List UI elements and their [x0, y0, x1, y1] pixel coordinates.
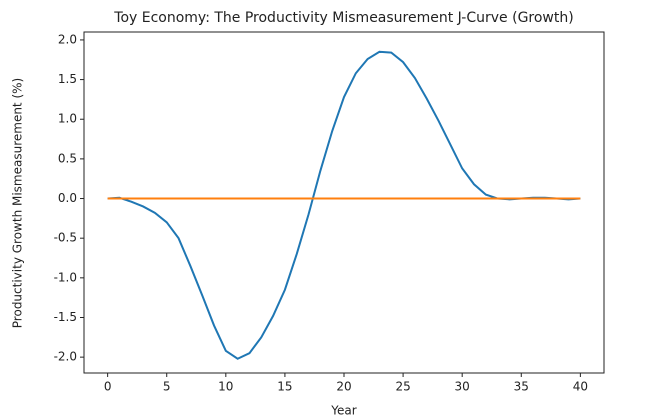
x-tick-label: 25	[395, 380, 410, 394]
y-axis-label: Productivity Growth Mismeasurement (%)	[11, 78, 25, 328]
y-tick-label: 1.5	[58, 72, 77, 86]
y-tick-label: 0.0	[58, 191, 77, 205]
x-tick-label: 15	[277, 380, 292, 394]
y-tick-label: -1.0	[54, 270, 77, 284]
x-axis-label: Year	[330, 404, 356, 418]
x-tick-label: 30	[455, 380, 470, 394]
y-tick-label: 1.0	[58, 112, 77, 126]
y-tick-label: -2.0	[54, 350, 77, 364]
y-tick-label: 0.5	[58, 151, 77, 165]
y-tick-label: -0.5	[54, 231, 77, 245]
x-tick-label: 35	[514, 380, 529, 394]
y-tick-label: 2.0	[58, 32, 77, 46]
x-tick-label: 10	[218, 380, 233, 394]
line-series	[107, 50, 581, 360]
chart-title: Toy Economy: The Productivity Mismeasure…	[113, 10, 573, 26]
x-tick-label: 0	[104, 380, 112, 394]
x-tick-label: 20	[336, 380, 351, 394]
x-tick-label: 40	[573, 380, 588, 394]
y-tick-label: -1.5	[54, 310, 77, 324]
plot-frame	[83, 31, 605, 374]
x-tick-label: 5	[163, 380, 171, 394]
